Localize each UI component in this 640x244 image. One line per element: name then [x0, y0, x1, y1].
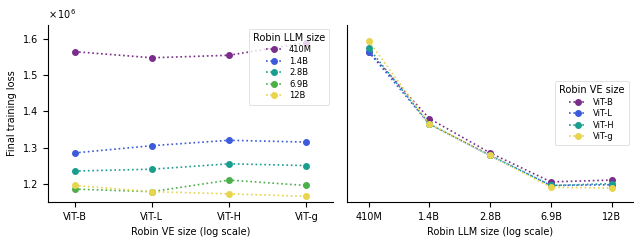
1.4B — [71, 152, 79, 154]
410M — [225, 54, 233, 57]
ViT-B — [486, 152, 494, 154]
1.4B — [225, 139, 233, 142]
X-axis label: Robin VE size (log scale): Robin VE size (log scale) — [131, 227, 250, 237]
Line: ViT-B: ViT-B — [366, 49, 614, 185]
Line: 12B: 12B — [72, 183, 309, 199]
1.4B — [303, 141, 310, 143]
ViT-L — [486, 154, 494, 157]
410M — [71, 50, 79, 53]
Legend: 410M, 1.4B, 2.8B, 6.9B, 12B: 410M, 1.4B, 2.8B, 6.9B, 12B — [248, 29, 329, 104]
6.9B — [148, 190, 156, 193]
ViT-B — [426, 117, 433, 120]
6.9B — [225, 179, 233, 182]
410M — [303, 41, 310, 44]
ViT-L — [426, 122, 433, 125]
2.8B — [303, 164, 310, 167]
Line: ViT-g: ViT-g — [366, 38, 614, 191]
ViT-g — [486, 154, 494, 157]
ViT-L — [608, 183, 616, 186]
Line: ViT-H: ViT-H — [366, 45, 614, 188]
Line: 2.8B: 2.8B — [72, 161, 309, 174]
Line: ViT-L: ViT-L — [366, 49, 614, 188]
ViT-L — [365, 50, 372, 53]
ViT-H — [426, 122, 433, 125]
Line: 6.9B: 6.9B — [72, 177, 309, 194]
Line: 410M: 410M — [72, 40, 309, 61]
12B — [303, 195, 310, 198]
2.8B — [71, 170, 79, 173]
ViT-g — [547, 186, 555, 189]
1.4B — [148, 144, 156, 147]
ViT-g — [426, 122, 433, 125]
12B — [225, 192, 233, 195]
ViT-g — [365, 39, 372, 42]
6.9B — [303, 184, 310, 187]
Y-axis label: Final training loss: Final training loss — [7, 70, 17, 156]
X-axis label: Robin LLM size (log scale): Robin LLM size (log scale) — [427, 227, 553, 237]
ViT-B — [608, 179, 616, 182]
ViT-g — [608, 187, 616, 190]
ViT-H — [547, 184, 555, 187]
Line: 1.4B: 1.4B — [72, 138, 309, 156]
Legend: ViT-B, ViT-L, ViT-H, ViT-g: ViT-B, ViT-L, ViT-H, ViT-g — [555, 81, 629, 145]
410M — [148, 56, 156, 59]
ViT-B — [365, 50, 372, 53]
ViT-H — [486, 154, 494, 157]
ViT-H — [608, 182, 616, 185]
12B — [71, 184, 79, 187]
2.8B — [225, 162, 233, 165]
6.9B — [71, 188, 79, 191]
ViT-B — [547, 180, 555, 183]
ViT-H — [365, 47, 372, 50]
2.8B — [148, 168, 156, 171]
Text: $\times\,10^6$: $\times\,10^6$ — [47, 7, 76, 21]
ViT-L — [547, 184, 555, 187]
12B — [148, 190, 156, 193]
